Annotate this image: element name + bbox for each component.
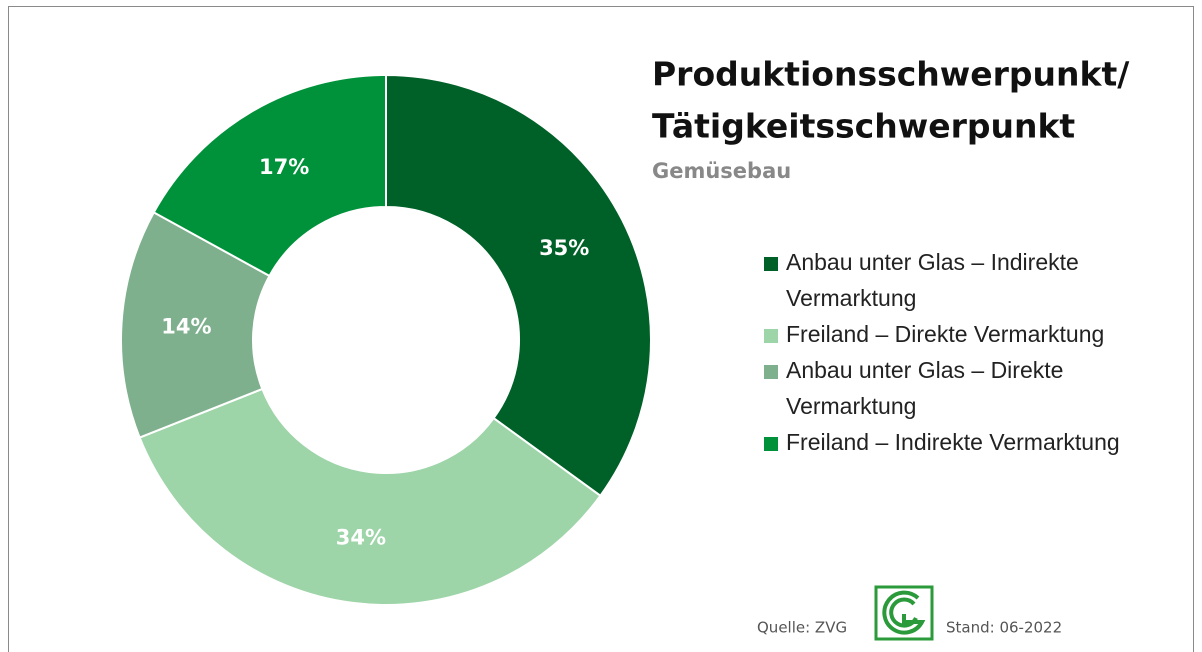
data-label: 14% — [161, 314, 211, 338]
legend-swatch — [764, 257, 778, 271]
legend-label: Anbau unter Glas – Indirekte Vermarktung — [786, 249, 1079, 311]
donut-slice — [138, 387, 602, 606]
legend-label: Freiland – Indirekte Vermarktung — [786, 429, 1120, 455]
chart-subtitle: Gemüsebau — [652, 159, 791, 183]
legend-label: Freiland – Direkte Vermarktung — [786, 321, 1105, 347]
legend-item: Anbau unter Glas – Direkte Vermarktung — [764, 352, 1144, 424]
legend-item: Anbau unter Glas – Indirekte Vermarktung — [764, 244, 1144, 316]
legend: Anbau unter Glas – Indirekte Vermarktung… — [764, 244, 1144, 460]
frame — [8, 6, 1194, 652]
chart-title: Tätigkeitsschwerpunkt — [652, 107, 1075, 146]
legend-item: Freiland – Direkte Vermarktung — [764, 316, 1144, 352]
donut-slice — [385, 73, 652, 498]
legend-label: Anbau unter Glas – Direkte Vermarktung — [786, 357, 1064, 419]
legend-swatch — [764, 365, 778, 379]
chart-title: Produktionsschwerpunkt/ — [652, 55, 1130, 94]
data-label: 34% — [336, 525, 386, 549]
date: Stand: 06-2022 — [946, 619, 1062, 637]
donut-slice — [120, 210, 271, 439]
donut-slice — [152, 73, 387, 278]
logo — [874, 585, 934, 641]
legend-item: Freiland – Indirekte Vermarktung — [764, 424, 1144, 460]
legend-swatch — [764, 329, 778, 343]
legend-swatch — [764, 437, 778, 451]
data-label: 35% — [539, 236, 589, 260]
source: Quelle: ZVG — [757, 619, 847, 637]
data-label: 17% — [259, 155, 309, 179]
